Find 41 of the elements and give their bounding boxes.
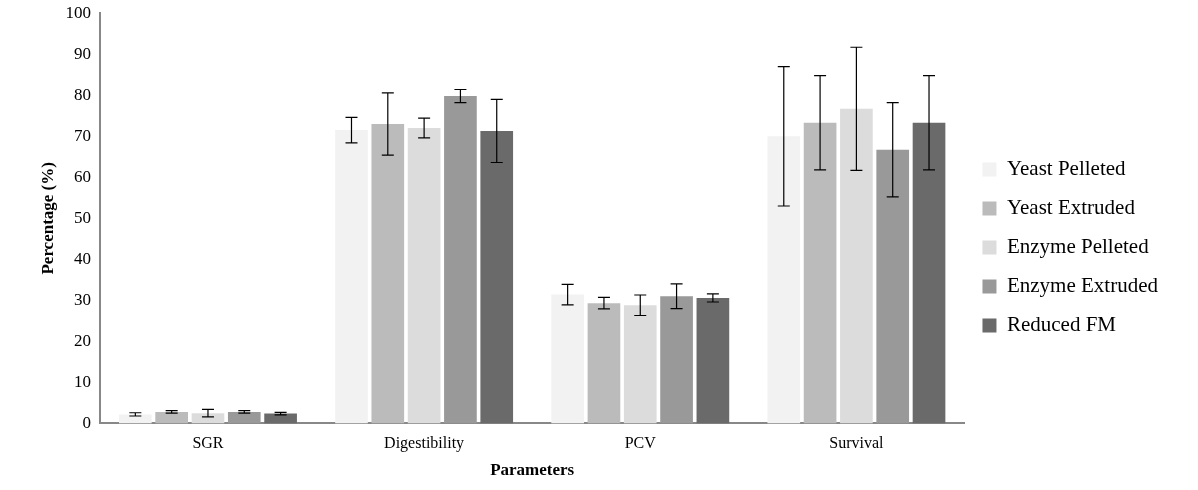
- y-tick-label: 100: [65, 2, 91, 22]
- bar: [119, 414, 152, 424]
- x-tick-label: PCV: [624, 434, 657, 452]
- x-tick-label: Digestibility: [384, 434, 465, 453]
- bar: [587, 303, 621, 424]
- bar: [551, 294, 584, 424]
- y-tick-label: 40: [73, 248, 91, 268]
- bar: [191, 413, 225, 424]
- x-tick-label: SGR: [192, 434, 224, 452]
- bar: [912, 122, 946, 424]
- x-tick-label: Survival: [829, 434, 885, 452]
- y-tick-label: 60: [73, 166, 91, 186]
- legend-label: Yeast Pelleted: [1006, 156, 1127, 181]
- legend-label: Enzyme Extruded: [1006, 273, 1159, 298]
- y-tick-label: 20: [73, 330, 91, 350]
- y-tick-label: 50: [73, 207, 91, 227]
- bar: [660, 296, 693, 424]
- legend-label: Yeast Extruded: [1006, 195, 1136, 220]
- bar: [335, 130, 368, 424]
- y-tick-label: 80: [73, 84, 91, 104]
- bar: [155, 411, 188, 424]
- y-tick-label: 0: [82, 412, 91, 432]
- bar: [371, 123, 405, 424]
- bar: [767, 136, 801, 424]
- bar: [876, 149, 910, 424]
- x-axis-title: Parameters: [490, 460, 575, 480]
- bar: [227, 411, 261, 424]
- bar: [623, 305, 657, 424]
- y-axis-title: Percentage (%): [37, 162, 57, 275]
- bar: [696, 297, 730, 424]
- bar: [840, 108, 873, 424]
- y-tick-label: 90: [73, 43, 91, 63]
- legend-label: Reduced FM: [1006, 312, 1117, 337]
- y-tick-label: 70: [73, 125, 91, 145]
- y-tick-label: 10: [73, 371, 91, 391]
- legend-label: Enzyme Pelleted: [1006, 234, 1150, 259]
- bar: [407, 128, 441, 424]
- bar: [803, 122, 837, 424]
- y-tick-label: 30: [73, 289, 91, 309]
- bar: [444, 96, 477, 424]
- bar: [480, 130, 514, 424]
